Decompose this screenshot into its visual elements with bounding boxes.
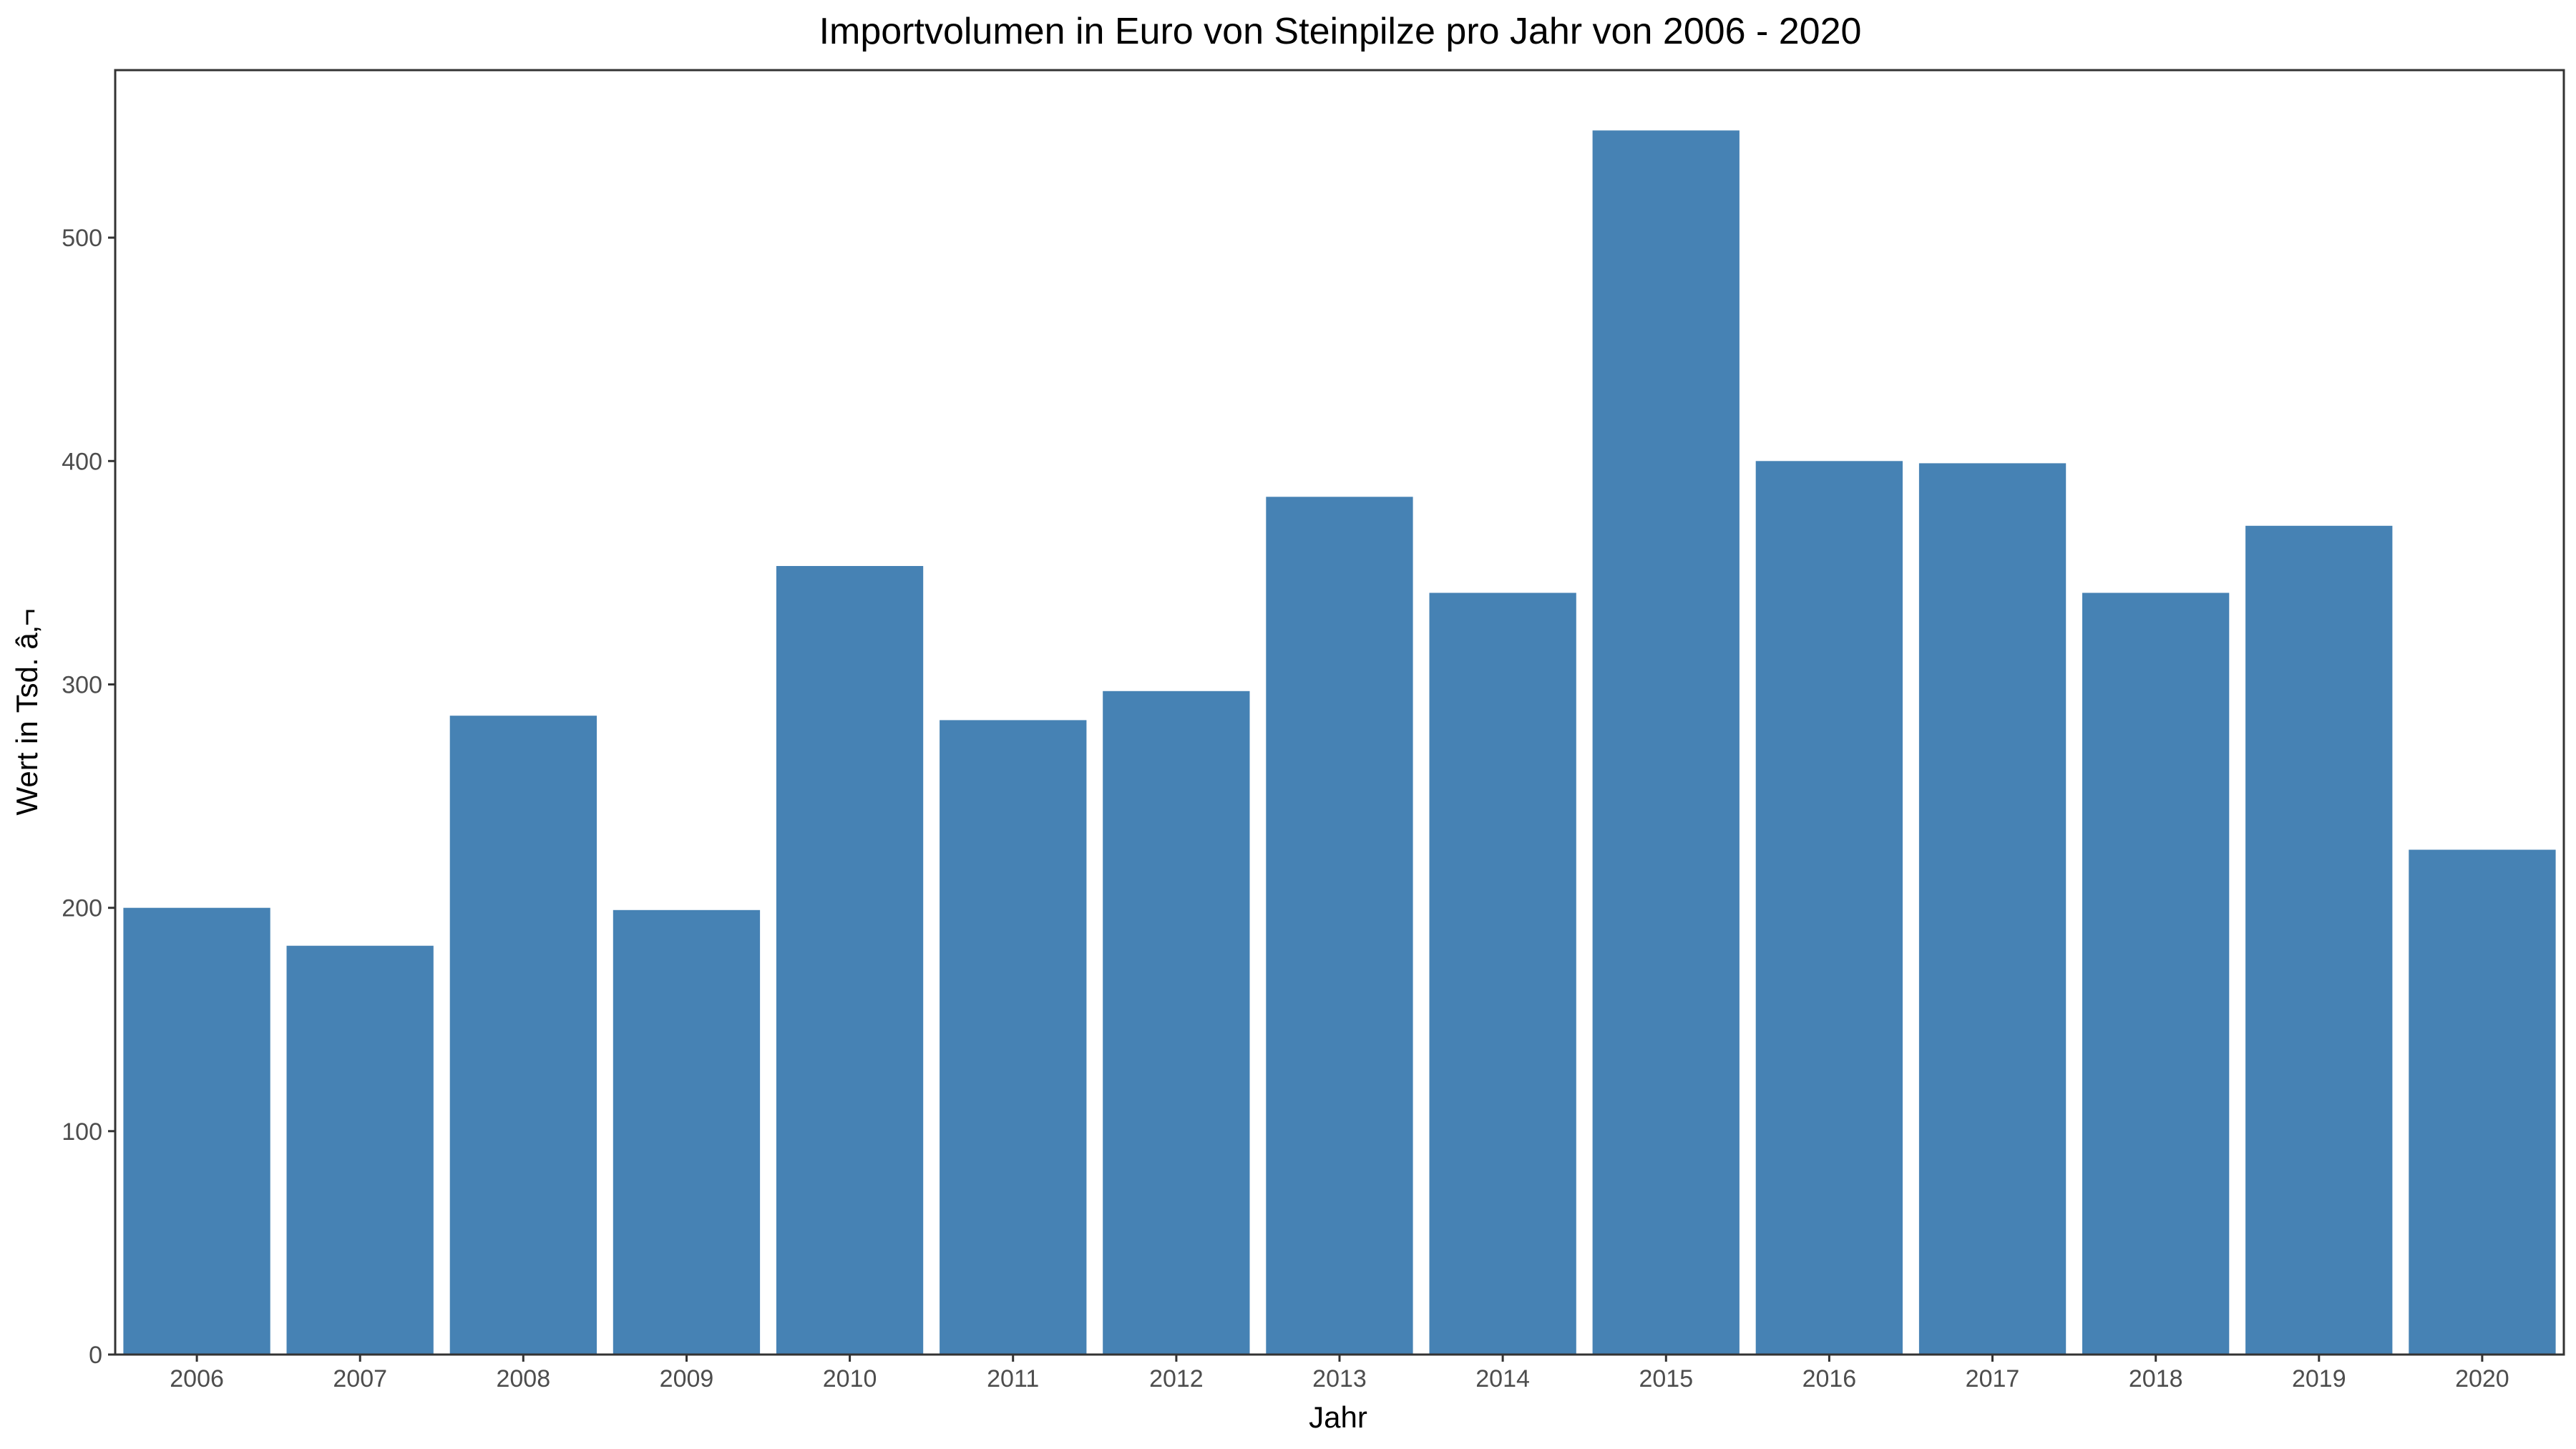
bar-2013 [1266, 497, 1413, 1355]
x-tick-label: 2014 [1475, 1365, 1530, 1392]
x-tick-label: 2013 [1312, 1365, 1367, 1392]
x-tick-label: 2015 [1639, 1365, 1693, 1392]
x-tick-label: 2008 [496, 1365, 550, 1392]
x-tick-label: 2011 [987, 1365, 1039, 1392]
bar-2018 [2082, 592, 2230, 1355]
bar-2008 [449, 716, 597, 1355]
x-axis-title: Jahr [1309, 1400, 1367, 1434]
y-axis-title: Wert in Tsd. â‚¬ [10, 608, 44, 815]
bar-2017 [1918, 463, 2067, 1355]
x-tick-label: 2017 [1966, 1365, 2020, 1392]
x-tick-label: 2009 [660, 1365, 714, 1392]
y-tick-label: 0 [89, 1342, 102, 1369]
bar-2019 [2245, 525, 2393, 1355]
x-tick-label: 2007 [333, 1365, 387, 1392]
bar-2010 [776, 566, 924, 1355]
panel-border [114, 69, 2565, 1356]
x-tick-label: 2016 [1802, 1365, 1857, 1392]
bars-layer [123, 130, 2556, 1355]
bar-2016 [1755, 461, 1903, 1355]
bar-2007 [286, 945, 434, 1355]
y-axis: 0 100 200 300 400 500 [62, 225, 115, 1369]
bar-2014 [1429, 592, 1576, 1355]
bar-2009 [613, 909, 761, 1355]
x-tick-label: 2020 [2455, 1365, 2509, 1392]
bar-2012 [1103, 691, 1250, 1355]
chart-title: Importvolumen in Euro von Steinpilze pro… [819, 11, 1862, 52]
y-tick-label: 200 [62, 895, 102, 922]
x-tick-label: 2006 [170, 1365, 224, 1392]
x-tick-label: 2012 [1149, 1365, 1204, 1392]
x-axis: 2006 2007 2008 2009 2010 2011 2012 2013 2014 2015… [170, 1355, 2509, 1392]
bar-2011 [940, 720, 1087, 1355]
bar-2015 [1592, 130, 1740, 1355]
y-tick-label: 500 [62, 225, 102, 252]
x-tick-label: 2019 [2292, 1365, 2346, 1392]
bar-2006 [123, 907, 270, 1355]
y-tick-label: 400 [62, 448, 102, 475]
bar-2020 [2409, 849, 2556, 1355]
y-tick-label: 100 [62, 1118, 102, 1146]
x-tick-label: 2010 [823, 1365, 877, 1392]
y-tick-label: 300 [62, 672, 102, 699]
x-tick-label: 2018 [2129, 1365, 2183, 1392]
